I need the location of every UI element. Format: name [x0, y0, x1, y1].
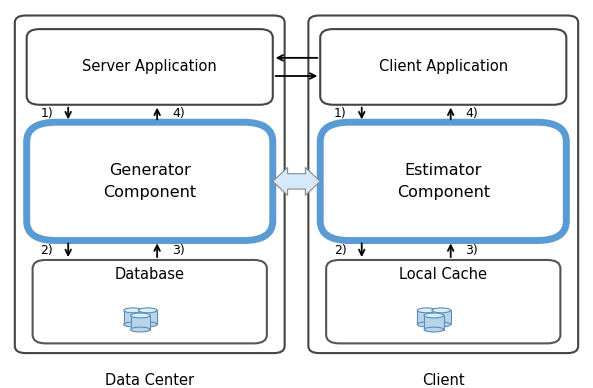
FancyBboxPatch shape — [320, 29, 566, 105]
Text: 1): 1) — [334, 107, 347, 120]
Ellipse shape — [138, 308, 157, 313]
Text: 3): 3) — [172, 244, 185, 257]
Ellipse shape — [130, 313, 150, 318]
Text: Client: Client — [422, 373, 464, 388]
Text: Estimator
Component: Estimator Component — [397, 163, 490, 200]
Text: 4): 4) — [172, 107, 185, 120]
Ellipse shape — [417, 308, 436, 313]
FancyBboxPatch shape — [27, 122, 273, 241]
FancyBboxPatch shape — [320, 122, 566, 241]
FancyBboxPatch shape — [326, 260, 560, 343]
Ellipse shape — [138, 322, 157, 327]
Text: Server Application: Server Application — [82, 59, 217, 74]
Text: 2): 2) — [334, 244, 347, 257]
FancyBboxPatch shape — [27, 29, 273, 105]
Text: Client Application: Client Application — [379, 59, 508, 74]
Ellipse shape — [424, 313, 444, 318]
FancyBboxPatch shape — [432, 310, 451, 324]
FancyBboxPatch shape — [138, 310, 157, 324]
Text: Local Cache: Local Cache — [399, 267, 487, 282]
Text: Database: Database — [114, 267, 185, 282]
Polygon shape — [273, 168, 320, 196]
FancyBboxPatch shape — [124, 310, 142, 324]
FancyBboxPatch shape — [130, 315, 150, 329]
Ellipse shape — [124, 308, 142, 313]
Ellipse shape — [432, 322, 451, 327]
Text: 4): 4) — [466, 107, 479, 120]
Text: 1): 1) — [40, 107, 53, 120]
Ellipse shape — [124, 322, 142, 327]
Text: 3): 3) — [466, 244, 479, 257]
Text: Generator
Component: Generator Component — [103, 163, 196, 200]
Ellipse shape — [130, 327, 150, 332]
Ellipse shape — [417, 322, 436, 327]
Text: 2): 2) — [40, 244, 53, 257]
FancyBboxPatch shape — [15, 16, 285, 353]
Ellipse shape — [432, 308, 451, 313]
FancyBboxPatch shape — [417, 310, 436, 324]
FancyBboxPatch shape — [308, 16, 578, 353]
Text: Data Center: Data Center — [105, 373, 195, 388]
FancyBboxPatch shape — [33, 260, 267, 343]
Ellipse shape — [424, 327, 444, 332]
FancyBboxPatch shape — [424, 315, 444, 329]
